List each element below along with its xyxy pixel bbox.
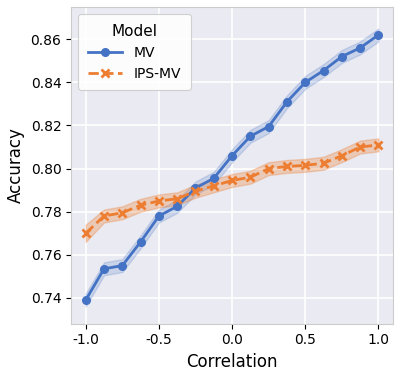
IPS-MV bbox=[120, 211, 125, 215]
MV bbox=[102, 266, 106, 271]
MV bbox=[193, 186, 198, 190]
IPS-MV bbox=[156, 199, 161, 203]
IPS-MV bbox=[211, 184, 216, 188]
IPS-MV bbox=[83, 231, 88, 235]
IPS-MV bbox=[193, 189, 198, 194]
IPS-MV bbox=[248, 175, 253, 180]
IPS-MV bbox=[266, 166, 271, 171]
IPS-MV bbox=[138, 203, 143, 208]
MV bbox=[211, 176, 216, 181]
IPS-MV bbox=[376, 143, 381, 147]
IPS-MV bbox=[175, 197, 180, 201]
MV bbox=[358, 46, 362, 50]
IPS-MV bbox=[303, 163, 308, 167]
X-axis label: Correlation: Correlation bbox=[186, 353, 278, 371]
MV bbox=[156, 214, 161, 218]
Legend: MV, IPS-MV: MV, IPS-MV bbox=[78, 14, 191, 90]
MV bbox=[303, 80, 308, 85]
Line: IPS-MV: IPS-MV bbox=[82, 141, 382, 237]
Line: MV: MV bbox=[82, 31, 382, 304]
MV bbox=[321, 68, 326, 73]
MV bbox=[266, 124, 271, 129]
Y-axis label: Accuracy: Accuracy bbox=[7, 127, 25, 203]
IPS-MV bbox=[284, 164, 289, 169]
MV bbox=[120, 263, 125, 268]
MV bbox=[340, 54, 344, 59]
MV bbox=[376, 33, 381, 37]
IPS-MV bbox=[358, 145, 362, 149]
IPS-MV bbox=[230, 178, 234, 183]
IPS-MV bbox=[340, 153, 344, 158]
MV bbox=[175, 204, 180, 209]
MV bbox=[138, 240, 143, 244]
MV bbox=[83, 298, 88, 302]
IPS-MV bbox=[321, 161, 326, 166]
MV bbox=[284, 99, 289, 104]
MV bbox=[248, 134, 253, 138]
IPS-MV bbox=[102, 214, 106, 218]
MV bbox=[230, 153, 234, 158]
